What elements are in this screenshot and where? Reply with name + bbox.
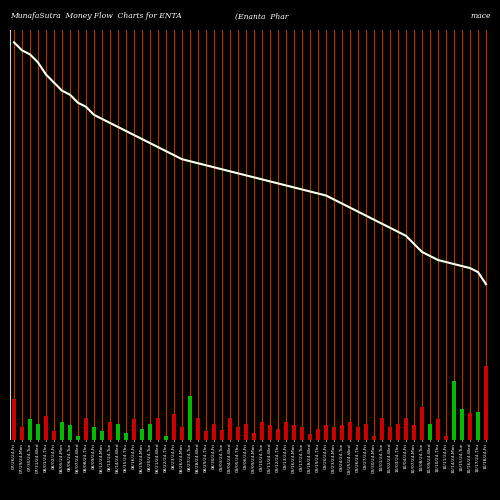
Bar	[468, 414, 472, 440]
Bar	[308, 434, 312, 440]
Bar	[172, 414, 176, 440]
Bar	[108, 422, 112, 440]
Bar	[252, 432, 256, 440]
Bar	[204, 431, 208, 440]
Bar	[28, 420, 32, 440]
Bar	[244, 424, 248, 440]
Bar	[156, 418, 160, 440]
Bar	[68, 425, 72, 440]
Bar	[476, 412, 480, 440]
Bar	[412, 425, 416, 440]
Bar	[60, 422, 64, 440]
Bar	[324, 425, 328, 440]
Bar	[316, 429, 320, 440]
Bar	[180, 426, 184, 440]
Bar	[356, 426, 360, 440]
Bar	[396, 424, 400, 440]
Bar	[484, 366, 488, 440]
Bar	[220, 430, 224, 440]
Bar	[116, 424, 120, 440]
Bar	[380, 418, 384, 440]
Bar	[276, 429, 280, 440]
Bar	[84, 418, 88, 440]
Bar	[428, 424, 432, 440]
Bar	[420, 407, 424, 440]
Bar	[444, 436, 448, 440]
Bar	[332, 426, 336, 440]
Bar	[292, 425, 296, 440]
Bar	[300, 426, 304, 440]
Bar	[348, 422, 352, 440]
Bar	[268, 425, 272, 440]
Bar	[388, 426, 392, 440]
Bar	[196, 418, 200, 440]
Bar	[92, 426, 96, 440]
Bar	[140, 429, 144, 440]
Text: MunafaSutra  Money Flow  Charts for ENTA: MunafaSutra Money Flow Charts for ENTA	[10, 12, 182, 20]
Bar	[20, 426, 24, 440]
Bar	[188, 396, 192, 440]
Bar	[164, 436, 168, 440]
Bar	[364, 424, 368, 440]
Bar	[100, 431, 104, 440]
Bar	[284, 422, 288, 440]
Bar	[132, 420, 136, 440]
Bar	[228, 418, 232, 440]
Bar	[44, 416, 49, 440]
Bar	[36, 424, 41, 440]
Bar	[260, 422, 264, 440]
Bar	[76, 436, 80, 440]
Text: mace: mace	[470, 12, 490, 20]
Bar	[404, 418, 408, 440]
Bar	[52, 431, 57, 440]
Bar	[148, 424, 152, 440]
Bar	[436, 420, 440, 440]
Text: (Enanta  Phar: (Enanta Phar	[235, 12, 288, 20]
Bar	[340, 425, 344, 440]
Bar	[124, 432, 128, 440]
Bar	[452, 381, 456, 440]
Bar	[236, 426, 240, 440]
Bar	[372, 436, 376, 440]
Bar	[460, 409, 464, 440]
Bar	[212, 424, 216, 440]
Bar	[12, 400, 16, 440]
